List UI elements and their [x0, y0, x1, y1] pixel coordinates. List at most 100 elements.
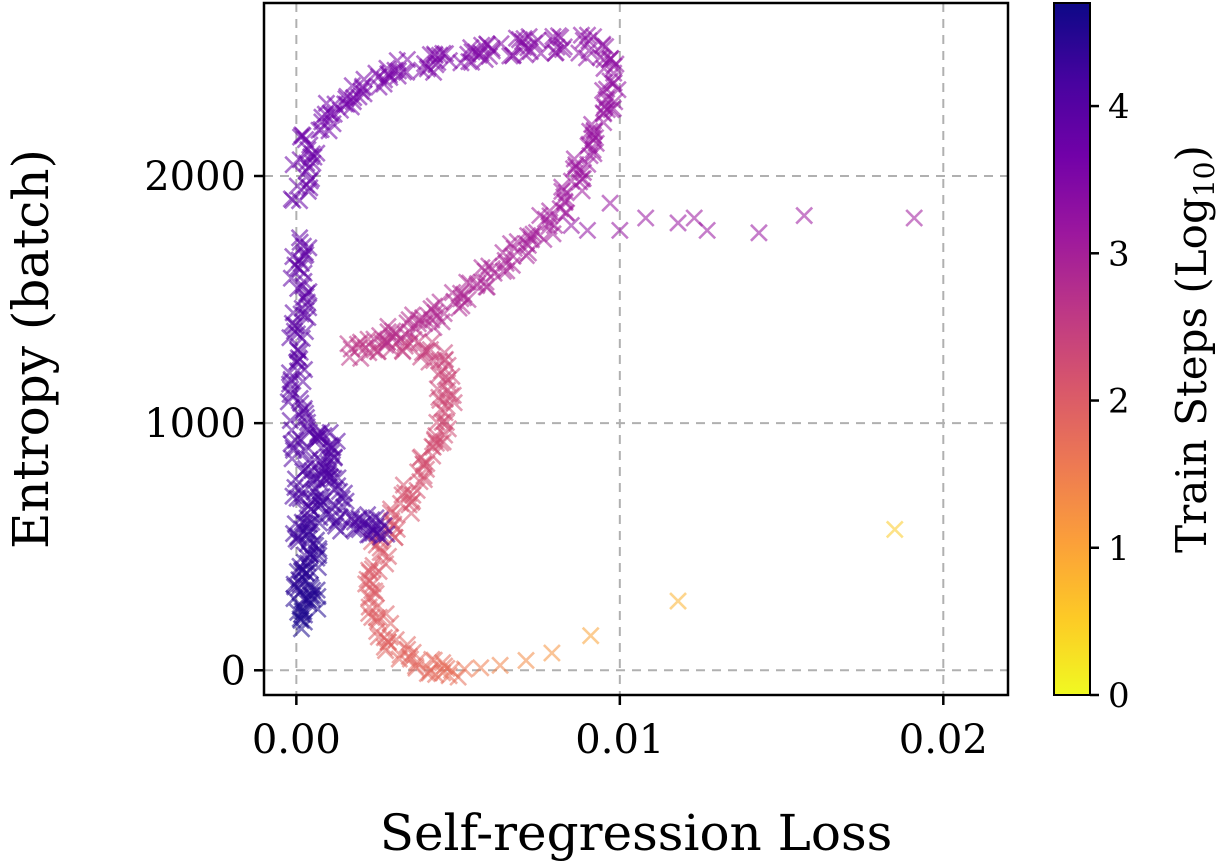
data-point	[297, 154, 316, 172]
data-point	[297, 162, 316, 181]
data-point	[342, 340, 361, 358]
data-point	[389, 62, 408, 80]
data-point	[544, 27, 562, 46]
data-point	[328, 476, 347, 495]
data-point	[581, 626, 600, 645]
data-point	[288, 177, 307, 195]
data-point	[477, 35, 496, 53]
data-point	[479, 257, 498, 275]
data-point	[288, 489, 307, 508]
y-tick-label: 1000	[144, 401, 246, 447]
data-point	[578, 221, 597, 240]
data-point	[396, 325, 415, 344]
data-point	[610, 221, 629, 240]
data-point	[282, 370, 301, 389]
colorbar-tick-label: 3	[1108, 234, 1130, 274]
y-tick-label: 2000	[144, 154, 246, 200]
data-points	[279, 26, 924, 687]
colorbar	[1053, 2, 1091, 696]
data-point	[477, 278, 496, 296]
data-point	[298, 417, 316, 436]
data-point	[570, 44, 588, 63]
data-point	[501, 234, 520, 253]
data-point	[584, 144, 603, 163]
data-point	[542, 644, 561, 662]
data-point	[413, 343, 432, 362]
data-point	[290, 191, 309, 210]
data-point	[294, 288, 313, 307]
data-point	[294, 602, 313, 621]
y-axis-label: Entropy (batch)	[2, 149, 60, 549]
data-point	[669, 214, 687, 232]
data-point	[431, 293, 450, 311]
y-tick-label: 0	[221, 648, 246, 694]
colorbar-tick-label: 4	[1108, 87, 1130, 127]
data-point	[574, 31, 593, 50]
data-point	[435, 412, 454, 431]
data-point	[339, 334, 357, 353]
data-point	[435, 304, 454, 323]
colorbar-tick-label: 0	[1108, 676, 1130, 716]
data-point	[565, 149, 584, 168]
colorbar-ticks: 0 1 2 3 4	[1090, 87, 1130, 716]
plot-frame	[262, 1, 1010, 697]
colorbar-label-main: Train Steps (Log	[1167, 197, 1216, 553]
data-point	[370, 78, 388, 97]
data-point	[572, 26, 591, 45]
data-point	[345, 513, 364, 531]
data-point	[415, 470, 434, 489]
data-point	[286, 470, 305, 488]
data-point	[298, 308, 317, 327]
data-point	[367, 598, 386, 617]
data-point	[534, 230, 553, 249]
data-point	[303, 586, 322, 605]
data-point	[344, 520, 363, 539]
data-point	[288, 352, 307, 371]
data-point	[362, 608, 381, 627]
data-point	[293, 329, 312, 348]
data-point	[430, 351, 449, 370]
data-point	[360, 525, 379, 544]
y-axis-ticks: 0 1000 2000	[144, 154, 264, 694]
data-point	[605, 73, 624, 92]
data-point	[327, 513, 346, 532]
data-point	[601, 194, 620, 213]
data-point	[541, 206, 559, 225]
data-point	[669, 592, 687, 611]
data-point	[304, 535, 322, 554]
data-point	[540, 202, 559, 220]
data-point	[685, 209, 704, 227]
data-point	[795, 206, 814, 225]
data-point	[636, 209, 655, 227]
data-point	[580, 135, 599, 154]
data-point	[369, 628, 388, 646]
data-point	[580, 41, 599, 60]
data-point	[325, 448, 344, 467]
data-point	[376, 554, 395, 573]
data-point	[517, 651, 535, 670]
data-point	[308, 587, 327, 606]
data-point	[324, 495, 342, 514]
data-point	[601, 72, 619, 90]
data-point	[426, 426, 445, 445]
data-point	[291, 582, 310, 601]
data-point	[905, 209, 924, 227]
data-point	[318, 448, 337, 466]
data-point	[500, 47, 519, 65]
data-point	[422, 650, 441, 669]
data-point	[412, 61, 431, 80]
data-point	[291, 389, 309, 408]
x-tick-label: 0.01	[575, 717, 664, 763]
data-point	[491, 656, 510, 675]
data-point	[418, 59, 437, 78]
data-point	[384, 328, 403, 347]
data-point	[402, 493, 421, 512]
data-point	[301, 575, 320, 594]
colorbar-label-subscript: 10	[1188, 162, 1221, 198]
data-point	[598, 88, 617, 107]
data-point	[426, 46, 445, 65]
data-point	[309, 546, 328, 565]
data-point	[750, 223, 768, 242]
data-point	[407, 659, 425, 678]
data-point	[471, 658, 490, 677]
